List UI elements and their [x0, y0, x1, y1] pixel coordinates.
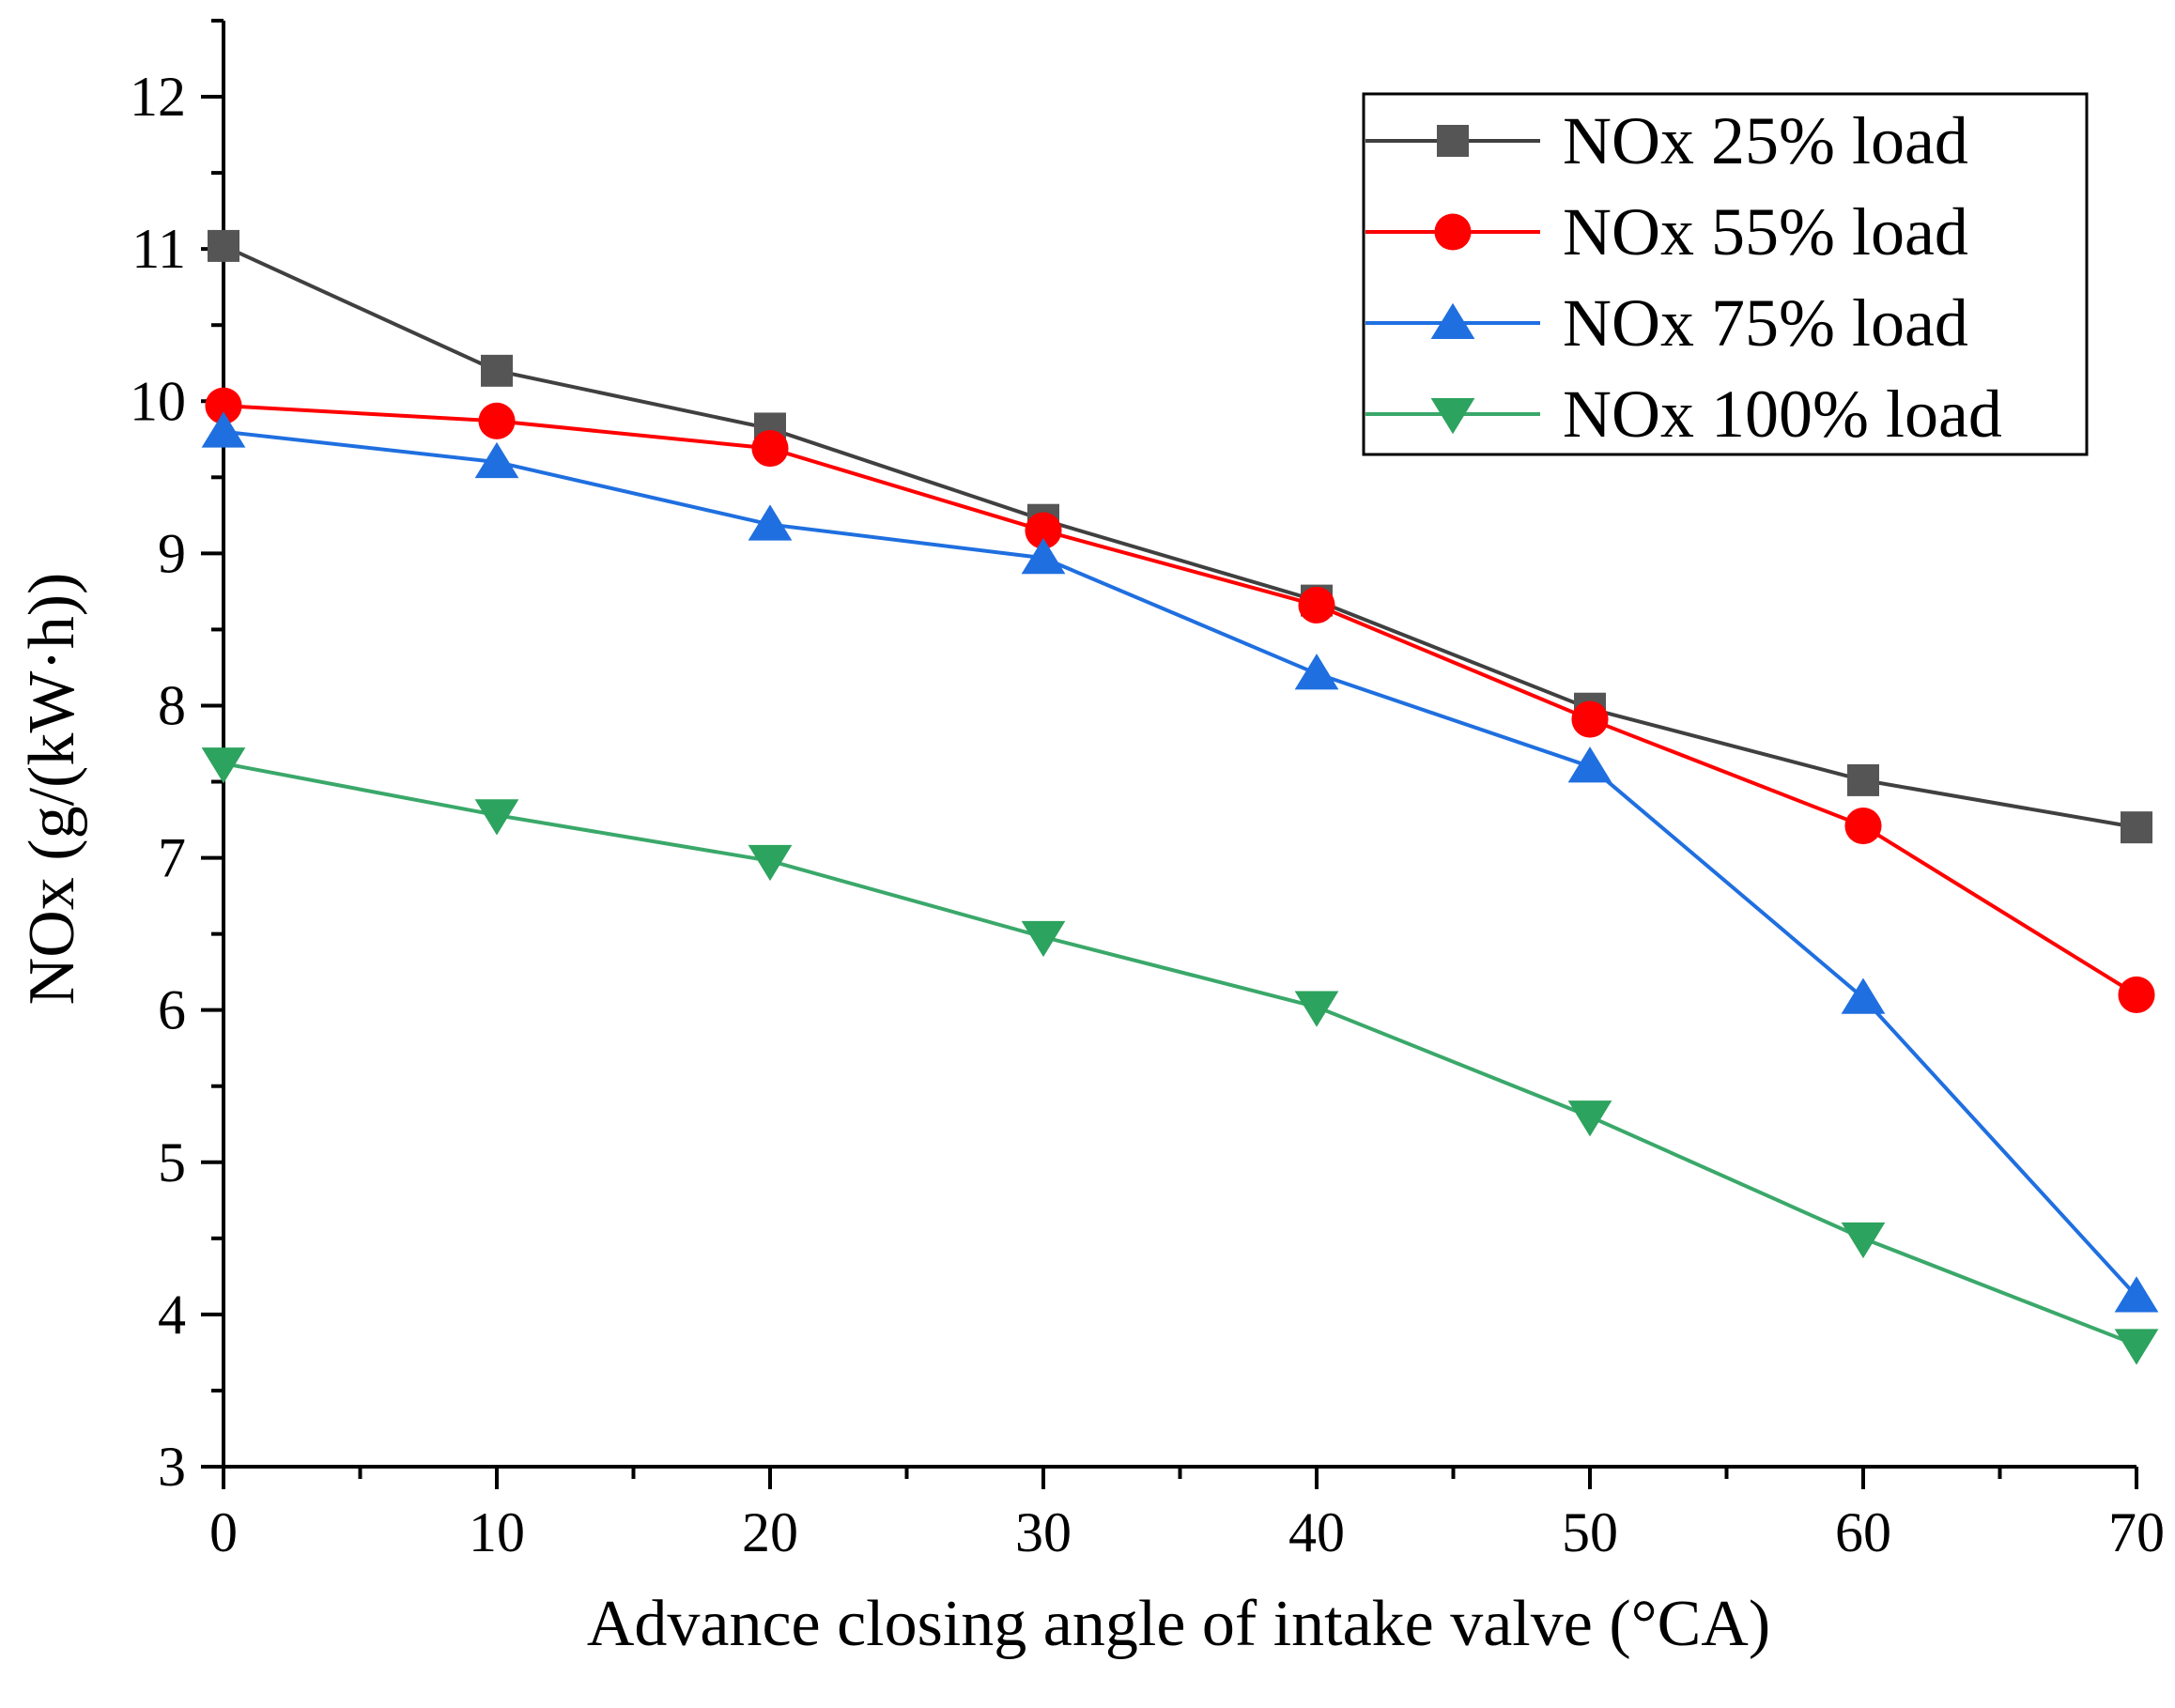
- data-point: [1567, 746, 1612, 783]
- data-point: [1567, 1100, 1612, 1137]
- y-tick-label: 12: [130, 66, 186, 128]
- x-tick-label: 60: [1835, 1501, 1891, 1563]
- data-point: [474, 799, 519, 836]
- y-tick-label: 4: [158, 1284, 186, 1346]
- data-point: [1025, 512, 1062, 549]
- data-point: [478, 402, 516, 439]
- legend-box: [1362, 92, 2089, 456]
- legend-entry: NOx 100% load: [1365, 377, 2002, 452]
- series-line: [223, 244, 2137, 830]
- y-tick-label: 9: [158, 522, 186, 584]
- legend-label: NOx 100% load: [1563, 377, 2002, 452]
- data-point: [474, 441, 519, 479]
- x-tick-label: 20: [742, 1501, 798, 1563]
- series-layer: [201, 229, 2159, 1365]
- data-point: [1571, 700, 1609, 738]
- series-line: [223, 404, 2138, 997]
- y-tick-label: 6: [158, 979, 186, 1041]
- series-2: [205, 387, 2155, 1014]
- y-tick-label: 3: [158, 1436, 186, 1498]
- data-point: [1294, 654, 1339, 690]
- legend-marker: [1437, 125, 1469, 157]
- data-point: [748, 504, 793, 541]
- series-4: [201, 747, 2159, 1365]
- legend-marker: [1430, 302, 1475, 339]
- data-point: [1021, 537, 1066, 575]
- data-point: [751, 429, 789, 468]
- y-axis-title: NOx (g/(kW·h)): [16, 573, 88, 1006]
- data-point: [205, 387, 242, 424]
- y-tick-label: 7: [158, 827, 186, 889]
- data-point: [481, 354, 513, 387]
- legend-entry: NOx 75% load: [1365, 285, 1968, 361]
- data-point: [2114, 1276, 2159, 1313]
- data-point: [1294, 991, 1339, 1027]
- data-point: [1844, 807, 1882, 845]
- data-point: [208, 229, 239, 262]
- series-line: [223, 429, 2138, 1298]
- data-point: [1841, 977, 1886, 1014]
- legend-entry: NOx 25% load: [1365, 103, 1968, 178]
- legend-label: NOx 75% load: [1563, 285, 1968, 361]
- y-tick-label: 11: [131, 218, 186, 280]
- x-tick-label: 50: [1562, 1501, 1618, 1563]
- x-axis-title: Advance closing angle of intake valve (°…: [587, 1588, 1770, 1660]
- data-point: [2118, 976, 2155, 1014]
- y-tick-label: 8: [158, 674, 186, 736]
- data-point: [1841, 1222, 1886, 1259]
- data-point: [1298, 586, 1335, 624]
- series-3: [201, 411, 2159, 1313]
- y-tick-label: 10: [130, 370, 186, 432]
- legend-label: NOx 55% load: [1563, 194, 1968, 269]
- y-tick-label: 5: [158, 1131, 186, 1193]
- data-point: [1847, 763, 1879, 796]
- x-tick-label: 10: [469, 1501, 525, 1563]
- data-point: [748, 844, 793, 882]
- data-point: [2114, 1329, 2159, 1365]
- data-point: [201, 747, 246, 784]
- legend: NOx 25% load NOx 55% load NOx 75% load NOx …: [1362, 92, 2089, 456]
- data-point: [2121, 811, 2152, 844]
- data-point: [1021, 920, 1066, 958]
- series-line: [223, 762, 2137, 1347]
- x-tick-label: 0: [209, 1501, 238, 1563]
- data-point: [201, 411, 246, 448]
- x-tick-label: 70: [2108, 1501, 2165, 1563]
- axes: 0 10 20 30 40 50 60 70 3 4 5 6 7 8 9 10 11 12: [130, 19, 2165, 1563]
- legend-marker: [1434, 213, 1472, 251]
- x-tick-label: 30: [1015, 1501, 1072, 1563]
- x-tick-label: 40: [1288, 1501, 1345, 1563]
- legend-marker: [1430, 398, 1475, 435]
- legend-entry: NOx 55% load: [1365, 194, 1968, 269]
- legend-label: NOx 25% load: [1563, 103, 1968, 178]
